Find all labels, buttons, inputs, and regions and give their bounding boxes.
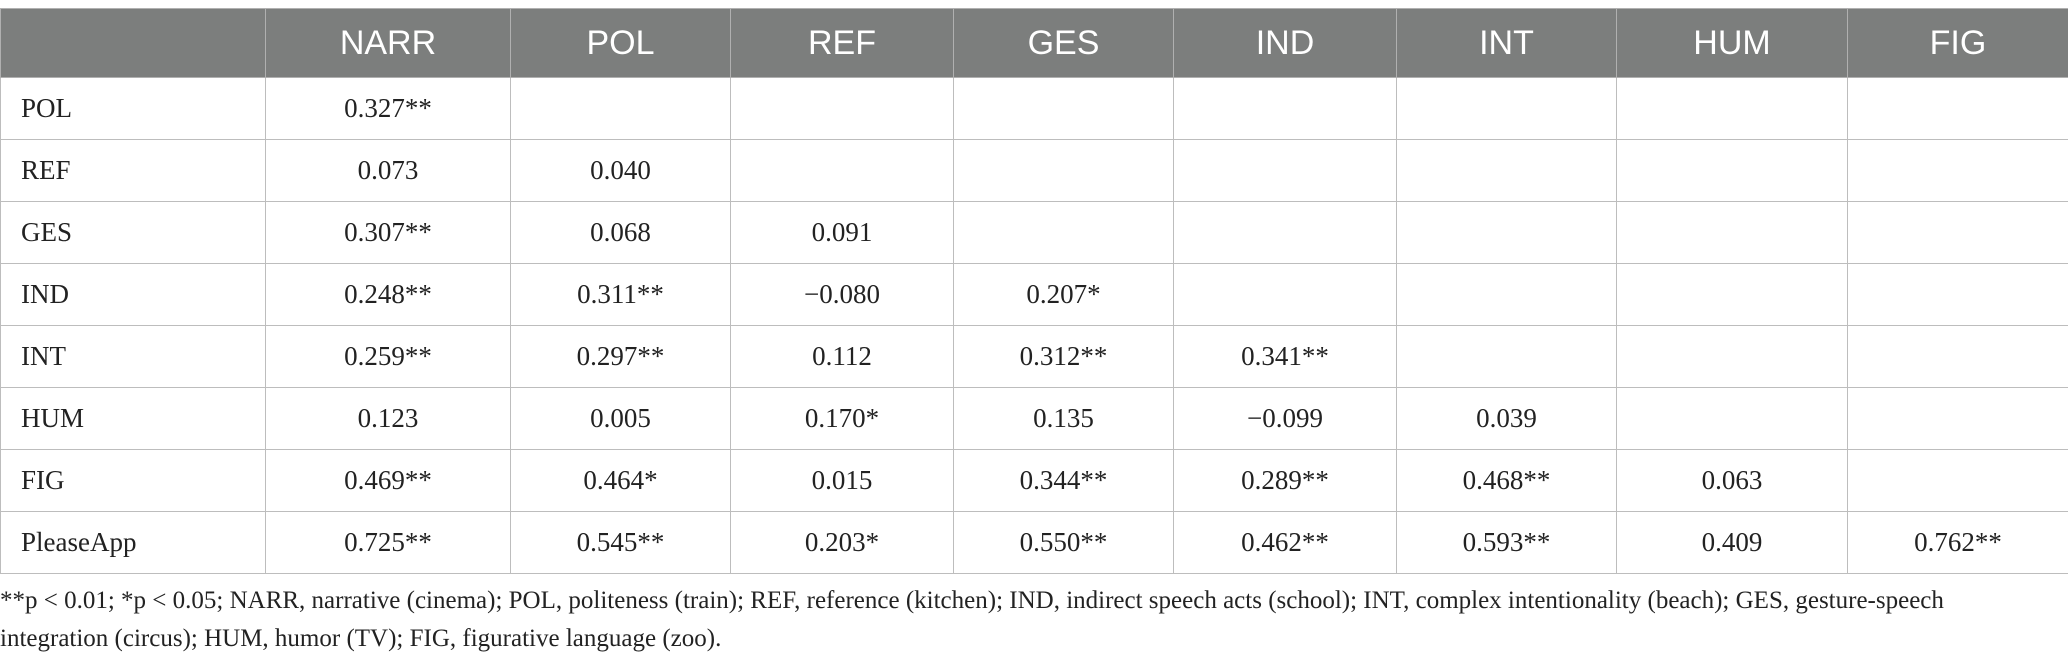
row-label: POL bbox=[0, 77, 266, 140]
table-cell: 0.259** bbox=[265, 325, 511, 388]
row-label: GES bbox=[0, 201, 266, 264]
table-cell: 0.469** bbox=[265, 449, 511, 512]
header-hum: HUM bbox=[1616, 8, 1848, 78]
table-cell: 0.462** bbox=[1173, 511, 1397, 574]
table-cell: 0.550** bbox=[953, 511, 1174, 574]
table-cell: 0.207* bbox=[953, 263, 1174, 326]
table-cell bbox=[1616, 263, 1848, 326]
table-cell bbox=[1173, 77, 1397, 140]
row-label: HUM bbox=[0, 387, 266, 450]
row-label: IND bbox=[0, 263, 266, 326]
header-ges: GES bbox=[953, 8, 1174, 78]
table-cell bbox=[1616, 139, 1848, 202]
table-cell bbox=[1396, 77, 1617, 140]
table-cell: 0.762** bbox=[1847, 511, 2068, 574]
table-cell: 0.170* bbox=[730, 387, 954, 450]
table-cell bbox=[1847, 325, 2068, 388]
correlation-table-container: NARR POL REF GES IND INT HUM FIG POL 0.3… bbox=[0, 8, 2068, 574]
table-cell bbox=[1173, 201, 1397, 264]
table-row: FIG 0.469** 0.464* 0.015 0.344** 0.289**… bbox=[0, 449, 2068, 512]
table-cell bbox=[953, 201, 1174, 264]
table-cell bbox=[510, 77, 731, 140]
table-cell bbox=[1396, 201, 1617, 264]
table-cell: 0.040 bbox=[510, 139, 731, 202]
table-cell: 0.015 bbox=[730, 449, 954, 512]
table-cell bbox=[953, 139, 1174, 202]
table-cell bbox=[1847, 387, 2068, 450]
header-pol: POL bbox=[510, 8, 731, 78]
table-cell: 0.073 bbox=[265, 139, 511, 202]
table-cell: 0.311** bbox=[510, 263, 731, 326]
table-cell bbox=[1847, 201, 2068, 264]
table-cell bbox=[1616, 387, 1848, 450]
table-row: POL 0.327** bbox=[0, 77, 2068, 140]
table-row: HUM 0.123 0.005 0.170* 0.135 −0.099 0.03… bbox=[0, 387, 2068, 450]
header-row: NARR POL REF GES IND INT HUM FIG bbox=[0, 8, 2068, 78]
table-cell: 0.341** bbox=[1173, 325, 1397, 388]
table-cell: 0.344** bbox=[953, 449, 1174, 512]
header-int: INT bbox=[1396, 8, 1617, 78]
row-label: INT bbox=[0, 325, 266, 388]
table-cell bbox=[1847, 263, 2068, 326]
correlation-table: NARR POL REF GES IND INT HUM FIG POL 0.3… bbox=[0, 8, 2068, 574]
table-cell: 0.005 bbox=[510, 387, 731, 450]
header-fig: FIG bbox=[1847, 8, 2068, 78]
table-cell: 0.468** bbox=[1396, 449, 1617, 512]
table-cell: 0.203* bbox=[730, 511, 954, 574]
table-cell bbox=[1616, 325, 1848, 388]
table-cell: 0.307** bbox=[265, 201, 511, 264]
table-cell: 0.297** bbox=[510, 325, 731, 388]
table-cell: 0.112 bbox=[730, 325, 954, 388]
table-cell: 0.725** bbox=[265, 511, 511, 574]
table-cell bbox=[1616, 77, 1848, 140]
table-row: GES 0.307** 0.068 0.091 bbox=[0, 201, 2068, 264]
row-label: PleaseApp bbox=[0, 511, 266, 574]
row-label: FIG bbox=[0, 449, 266, 512]
table-cell bbox=[1847, 449, 2068, 512]
table-cell bbox=[1847, 77, 2068, 140]
table-cell: 0.135 bbox=[953, 387, 1174, 450]
table-cell bbox=[730, 77, 954, 140]
row-label: REF bbox=[0, 139, 266, 202]
table-cell bbox=[730, 139, 954, 202]
table-cell: −0.099 bbox=[1173, 387, 1397, 450]
table-cell: 0.464* bbox=[510, 449, 731, 512]
table-cell bbox=[1396, 263, 1617, 326]
table-cell: 0.248** bbox=[265, 263, 511, 326]
table-cell bbox=[1173, 263, 1397, 326]
table-cell: 0.063 bbox=[1616, 449, 1848, 512]
table-cell: 0.123 bbox=[265, 387, 511, 450]
table-cell bbox=[1616, 201, 1848, 264]
table-row: IND 0.248** 0.311** −0.080 0.207* bbox=[0, 263, 2068, 326]
table-cell: 0.091 bbox=[730, 201, 954, 264]
table-cell: 0.545** bbox=[510, 511, 731, 574]
footnote-line-1: **p < 0.01; *p < 0.05; NARR, narrative (… bbox=[0, 587, 1944, 614]
footnote-line-2: integration (circus); HUM, humor (TV); F… bbox=[0, 625, 722, 652]
header-ref: REF bbox=[730, 8, 954, 78]
table-row: REF 0.073 0.040 bbox=[0, 139, 2068, 202]
table-cell bbox=[1847, 139, 2068, 202]
table-footnote: **p < 0.01; *p < 0.05; NARR, narrative (… bbox=[0, 582, 2068, 658]
table-cell: 0.312** bbox=[953, 325, 1174, 388]
table-cell bbox=[1173, 139, 1397, 202]
header-narr: NARR bbox=[265, 8, 511, 78]
header-corner bbox=[0, 8, 266, 78]
table-cell: 0.289** bbox=[1173, 449, 1397, 512]
table-cell: 0.068 bbox=[510, 201, 731, 264]
header-ind: IND bbox=[1173, 8, 1397, 78]
table-cell: 0.039 bbox=[1396, 387, 1617, 450]
table-cell: 0.409 bbox=[1616, 511, 1848, 574]
table-cell bbox=[1396, 139, 1617, 202]
table-row: PleaseApp 0.725** 0.545** 0.203* 0.550**… bbox=[0, 511, 2068, 574]
table-row: INT 0.259** 0.297** 0.112 0.312** 0.341*… bbox=[0, 325, 2068, 388]
table-cell bbox=[1396, 325, 1617, 388]
table-cell: −0.080 bbox=[730, 263, 954, 326]
table-cell: 0.593** bbox=[1396, 511, 1617, 574]
table-cell: 0.327** bbox=[265, 77, 511, 140]
table-cell bbox=[953, 77, 1174, 140]
